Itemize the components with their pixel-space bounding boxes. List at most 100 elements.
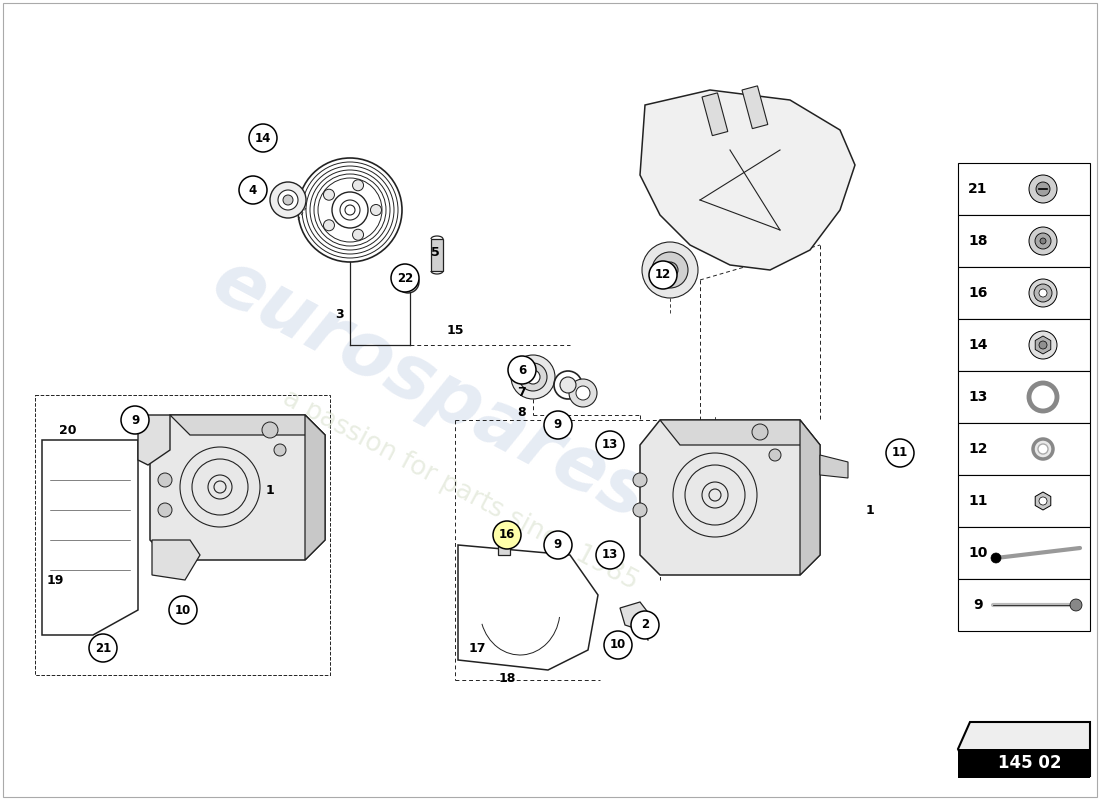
Text: 145 02: 145 02 <box>999 754 1062 773</box>
Circle shape <box>1028 227 1057 255</box>
Polygon shape <box>800 420 820 575</box>
Bar <box>958 215 1090 267</box>
Circle shape <box>631 611 659 639</box>
Polygon shape <box>958 749 970 776</box>
Text: 5: 5 <box>430 246 439 259</box>
Circle shape <box>752 424 768 440</box>
Circle shape <box>274 444 286 456</box>
Circle shape <box>1028 331 1057 359</box>
Polygon shape <box>620 602 650 630</box>
Polygon shape <box>138 415 170 465</box>
Text: 4: 4 <box>249 183 257 197</box>
Circle shape <box>519 363 547 391</box>
Text: 9: 9 <box>554 418 562 431</box>
Circle shape <box>169 596 197 624</box>
Circle shape <box>278 190 298 210</box>
Circle shape <box>89 634 117 662</box>
Bar <box>958 749 1090 778</box>
Text: 18: 18 <box>498 671 516 685</box>
Text: 16: 16 <box>498 529 515 542</box>
Polygon shape <box>458 545 598 670</box>
Polygon shape <box>150 415 324 560</box>
Polygon shape <box>660 420 820 445</box>
Circle shape <box>632 473 647 487</box>
Circle shape <box>1040 289 1047 297</box>
Polygon shape <box>498 540 510 555</box>
Circle shape <box>560 377 576 393</box>
Text: 1: 1 <box>265 483 274 497</box>
Text: 17: 17 <box>469 642 486 654</box>
Polygon shape <box>640 420 820 575</box>
Circle shape <box>158 473 172 487</box>
Circle shape <box>493 521 521 549</box>
Polygon shape <box>170 415 324 435</box>
Circle shape <box>512 355 556 399</box>
Bar <box>958 475 1090 527</box>
Circle shape <box>526 370 540 384</box>
Bar <box>958 423 1090 475</box>
Circle shape <box>323 220 334 230</box>
Text: 21: 21 <box>968 182 988 196</box>
Circle shape <box>1038 444 1048 454</box>
Text: 10: 10 <box>609 638 626 651</box>
Circle shape <box>596 541 624 569</box>
Text: 21: 21 <box>95 642 111 654</box>
Text: 9: 9 <box>974 598 982 612</box>
Polygon shape <box>640 90 855 270</box>
Circle shape <box>1033 439 1053 459</box>
Circle shape <box>283 195 293 205</box>
Circle shape <box>249 124 277 152</box>
Text: 13: 13 <box>602 549 618 562</box>
Text: 15: 15 <box>447 323 464 337</box>
Bar <box>958 527 1090 579</box>
Circle shape <box>508 356 536 384</box>
Polygon shape <box>1035 492 1050 510</box>
Text: 9: 9 <box>554 538 562 551</box>
Text: eurospares: eurospares <box>199 244 660 536</box>
Circle shape <box>886 439 914 467</box>
Text: 9: 9 <box>131 414 139 426</box>
Text: 14: 14 <box>968 338 988 352</box>
Circle shape <box>390 264 419 292</box>
Text: 10: 10 <box>175 603 191 617</box>
Circle shape <box>158 503 172 517</box>
Polygon shape <box>431 239 443 271</box>
Circle shape <box>769 449 781 461</box>
Circle shape <box>397 271 419 293</box>
Circle shape <box>1070 599 1082 611</box>
Circle shape <box>1040 497 1047 505</box>
Text: a passion for parts since 1985: a passion for parts since 1985 <box>278 385 642 595</box>
Text: 6: 6 <box>518 363 526 377</box>
Polygon shape <box>958 722 1090 776</box>
Bar <box>958 267 1090 319</box>
Circle shape <box>652 252 688 288</box>
Text: 12: 12 <box>968 442 988 456</box>
Text: 22: 22 <box>397 271 414 285</box>
Circle shape <box>642 242 698 298</box>
Circle shape <box>1036 182 1050 196</box>
Text: 2: 2 <box>641 618 649 631</box>
Text: 1: 1 <box>866 503 874 517</box>
Polygon shape <box>152 540 200 580</box>
Text: 12: 12 <box>654 269 671 282</box>
Circle shape <box>323 190 334 200</box>
Text: 11: 11 <box>892 446 909 459</box>
Text: 8: 8 <box>518 406 526 418</box>
Circle shape <box>649 261 676 289</box>
Text: 13: 13 <box>968 390 988 404</box>
Text: 7: 7 <box>518 386 527 398</box>
Circle shape <box>991 553 1001 563</box>
Text: 20: 20 <box>59 423 77 437</box>
Circle shape <box>1028 279 1057 307</box>
Polygon shape <box>1035 336 1050 354</box>
Circle shape <box>632 503 647 517</box>
Bar <box>702 93 728 136</box>
Text: 13: 13 <box>602 438 618 451</box>
Circle shape <box>544 531 572 559</box>
Text: 11: 11 <box>968 494 988 508</box>
Circle shape <box>1034 284 1052 302</box>
Circle shape <box>270 182 306 218</box>
Text: 10: 10 <box>968 546 988 560</box>
Polygon shape <box>820 455 848 478</box>
Circle shape <box>662 262 678 278</box>
